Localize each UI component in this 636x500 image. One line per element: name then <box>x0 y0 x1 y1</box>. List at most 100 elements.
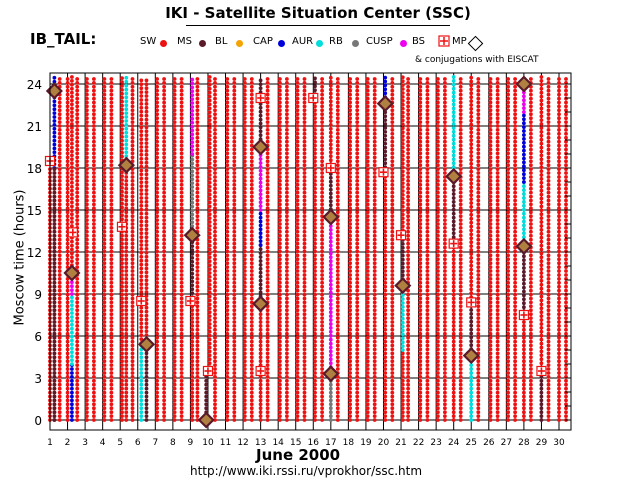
region-point-sw <box>302 229 307 234</box>
region-point-sw <box>355 327 360 332</box>
region-point-sw <box>109 378 114 383</box>
region-point-sw <box>295 151 300 156</box>
region-point-sw <box>443 159 447 164</box>
region-point-sw <box>295 226 300 230</box>
region-point-sw <box>144 192 149 196</box>
region-point-sw <box>207 247 212 252</box>
region-point-sw <box>320 120 324 124</box>
region-point-sw <box>348 182 352 187</box>
region-point-sw <box>120 76 124 80</box>
region-point-sw <box>443 402 447 407</box>
region-point-sw <box>207 263 212 268</box>
region-point-sw <box>313 269 317 273</box>
region-point-sw <box>285 147 289 152</box>
region-point-sw <box>436 84 440 89</box>
region-point-sw <box>495 81 500 85</box>
region-point-sw <box>85 155 89 160</box>
region-point-sw <box>172 92 177 97</box>
region-point-sw <box>372 316 377 320</box>
region-point-sw <box>278 312 282 317</box>
region-point-sw <box>320 308 324 313</box>
region-point-sw <box>213 155 217 160</box>
region-point-sw <box>70 130 74 134</box>
region-point-sw <box>57 151 62 156</box>
region-point-sw <box>109 245 114 250</box>
region-point-sw <box>232 88 237 93</box>
region-point-sw <box>139 270 144 275</box>
region-point-aur <box>400 328 405 333</box>
region-point-sw <box>172 253 177 258</box>
region-point-sw <box>120 363 124 367</box>
region-point-sw <box>406 269 410 273</box>
region-point-aur <box>400 316 405 321</box>
region-point-sw <box>418 414 423 418</box>
region-point-sw <box>265 206 270 211</box>
region-point-sw <box>458 363 463 367</box>
region-point-sw <box>242 339 247 344</box>
region-point-sw <box>130 241 135 246</box>
region-point-sw <box>139 160 144 165</box>
region-point-sw <box>390 300 395 305</box>
region-point-sw <box>365 277 370 281</box>
region-point-sw <box>425 394 430 399</box>
region-point-sw <box>335 92 340 97</box>
region-point-sw <box>213 327 217 332</box>
region-point-sw <box>179 280 184 285</box>
region-point-sw <box>102 77 107 81</box>
region-point-sw <box>179 179 184 183</box>
region-point-cusp <box>190 105 195 109</box>
region-point-sw <box>179 414 184 418</box>
region-point-sw <box>335 343 340 348</box>
region-point-sw <box>213 218 217 223</box>
region-point-aur <box>124 126 129 131</box>
region-point-sw <box>278 308 282 313</box>
region-point-sw <box>109 249 114 254</box>
region-point-aur <box>139 378 144 383</box>
region-point-sw <box>328 126 333 131</box>
region-point-sw <box>335 112 340 117</box>
region-point-sw <box>278 143 282 148</box>
region-point-sw <box>383 210 388 215</box>
region-point-sw <box>488 304 493 309</box>
region-point-sw <box>400 363 405 367</box>
region-point-sw <box>476 108 481 113</box>
region-point-sw <box>213 229 217 234</box>
region-point-sw <box>139 90 144 94</box>
region-point-sw <box>285 265 289 269</box>
region-point-sw <box>365 190 370 195</box>
region-point-sw <box>232 273 237 277</box>
region-point-sw <box>213 398 217 403</box>
region-point-sw <box>265 241 270 246</box>
region-point-sw <box>139 219 144 224</box>
region-point-sw <box>335 269 340 273</box>
region-point-sw <box>476 273 481 277</box>
region-point-sw <box>265 186 270 191</box>
region-point-sw <box>458 81 463 85</box>
region-point-sw <box>249 288 254 293</box>
region-point-sw <box>469 103 474 107</box>
region-point-sw <box>313 418 317 422</box>
region-point-cusp <box>258 168 263 173</box>
region-point-sw <box>172 237 177 242</box>
region-point-sw <box>172 100 177 105</box>
region-point-sw <box>124 367 129 371</box>
region-point-sw <box>213 288 217 293</box>
region-point-sw <box>65 179 70 183</box>
region-point-sw <box>425 418 430 422</box>
region-point-rb <box>328 386 333 391</box>
region-point-sw <box>249 249 254 254</box>
region-point-sw <box>436 331 440 336</box>
region-point-sw <box>213 390 217 395</box>
region-point-sw <box>65 335 70 340</box>
region-point-sw <box>328 75 333 80</box>
region-point-sw <box>320 300 324 305</box>
region-point-sw <box>130 88 135 93</box>
region-point-sw <box>124 347 129 352</box>
region-point-sw <box>70 141 74 146</box>
region-point-sw <box>92 265 96 269</box>
region-point-sw <box>302 182 307 187</box>
region-point-sw <box>65 163 70 168</box>
region-point-sw <box>232 359 237 364</box>
region-point-sw <box>295 218 300 223</box>
region-point-sw <box>302 312 307 317</box>
